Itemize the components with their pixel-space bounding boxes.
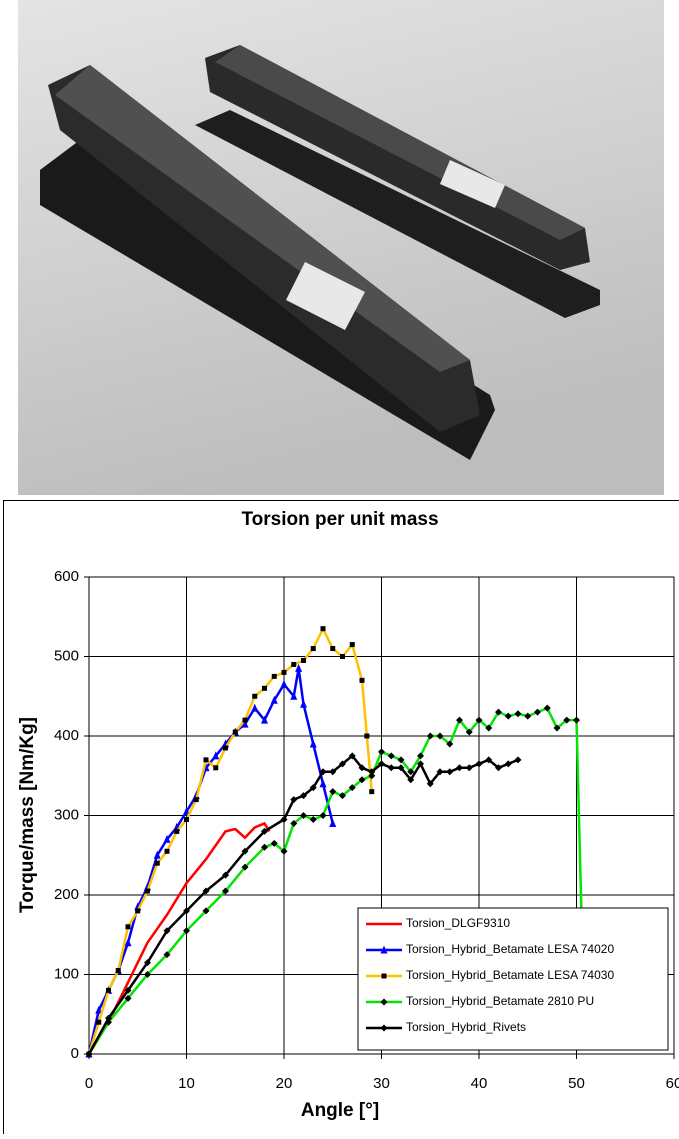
photo [18,0,664,495]
marker [135,908,140,913]
y-tick-label: 600 [54,568,79,585]
marker [165,849,170,854]
marker [223,745,228,750]
marker [145,889,150,894]
y-tick-label: 400 [54,727,79,744]
marker [282,670,287,675]
marker [252,694,257,699]
marker [340,654,345,659]
x-tick-label: 0 [85,1075,93,1092]
marker [174,829,179,834]
marker [369,789,374,794]
marker [155,861,160,866]
x-tick-label: 50 [568,1075,585,1092]
x-axis-label: Angle [°] [301,1100,379,1121]
y-tick-label: 100 [54,965,79,982]
legend-label: Torsion_Hybrid_Rivets [406,1020,526,1034]
x-tick-label: 10 [178,1075,195,1092]
y-tick-label: 200 [54,886,79,903]
y-tick-label: 300 [54,806,79,823]
legend-label: Torsion_Hybrid_Betamate LESA 74020 [406,942,614,956]
chart-title: Torsion per unit mass [241,509,438,530]
y-tick-label: 500 [54,647,79,664]
marker [311,646,316,651]
x-tick-label: 60 [666,1075,679,1092]
marker [96,1020,101,1025]
legend-marker [382,974,387,979]
marker [360,678,365,683]
legend-label: Torsion_Hybrid_Betamate LESA 74030 [406,968,614,982]
marker [321,626,326,631]
legend-label: Torsion_Hybrid_Betamate 2810 PU [406,994,594,1008]
marker [330,646,335,651]
marker [291,662,296,667]
marker [272,674,277,679]
marker [233,730,238,735]
x-tick-label: 20 [276,1075,293,1092]
y-tick-label: 0 [71,1045,79,1062]
x-tick-label: 30 [373,1075,390,1092]
marker [301,658,306,663]
marker [364,734,369,739]
marker [204,757,209,762]
x-tick-label: 40 [471,1075,488,1092]
marker [213,765,218,770]
legend-label: Torsion_DLGF9310 [406,916,510,930]
marker [243,718,248,723]
marker [350,642,355,647]
marker [106,988,111,993]
legend: Torsion_DLGF9310 Torsion_Hybrid_Betamate … [358,908,668,1050]
marker [126,924,131,929]
marker [116,968,121,973]
y-axis-label: Torque/mass [Nm/Kg] [17,717,38,913]
marker [262,686,267,691]
marker [194,797,199,802]
marker [184,817,189,822]
